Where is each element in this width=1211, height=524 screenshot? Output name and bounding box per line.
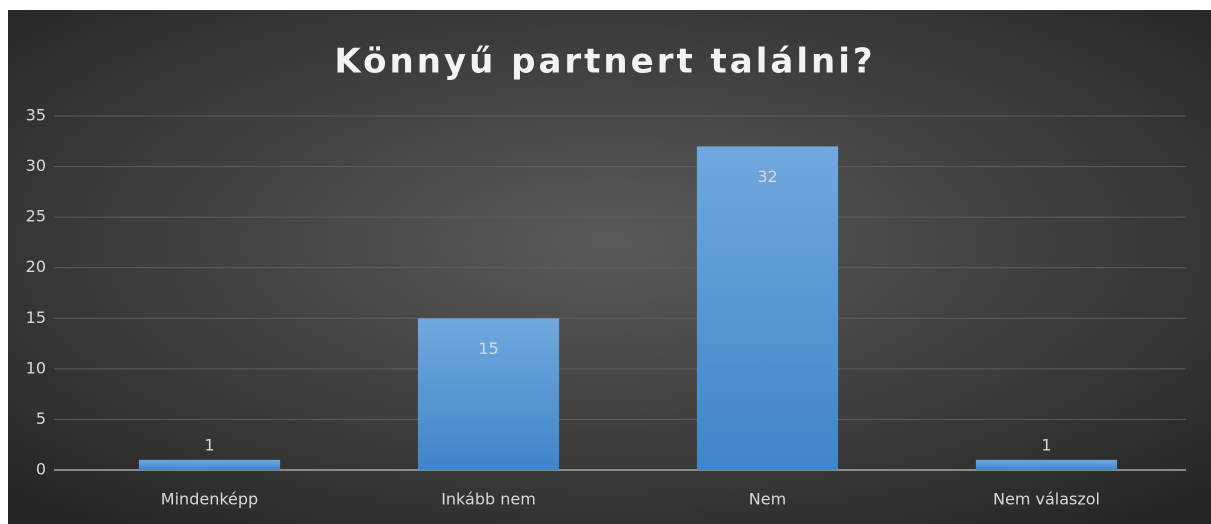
x-tick-label: Inkább nem — [441, 490, 536, 509]
bar — [975, 459, 1118, 470]
bar — [417, 318, 560, 470]
chart-title: Könnyű partnert találni? — [334, 42, 875, 82]
y-tick-label: 15 — [26, 308, 46, 327]
chart-background — [8, 10, 1211, 524]
y-tick-label: 35 — [26, 106, 46, 125]
y-tick-label: 20 — [26, 257, 46, 276]
x-tick-label: Nem — [749, 490, 786, 509]
data-label: 32 — [757, 167, 777, 186]
x-tick-label: Mindenképp — [161, 490, 258, 509]
bar — [696, 146, 839, 471]
y-tick-label: 25 — [26, 207, 46, 226]
data-label: 1 — [204, 435, 214, 454]
bar — [138, 459, 281, 470]
y-tick-label: 5 — [36, 409, 46, 428]
y-tick-label: 30 — [26, 156, 46, 175]
y-tick-label: 0 — [36, 460, 46, 479]
data-label: 1 — [1041, 435, 1051, 454]
x-tick-label: Nem válaszol — [993, 490, 1100, 509]
data-label: 15 — [478, 339, 498, 358]
y-tick-label: 10 — [26, 358, 46, 377]
